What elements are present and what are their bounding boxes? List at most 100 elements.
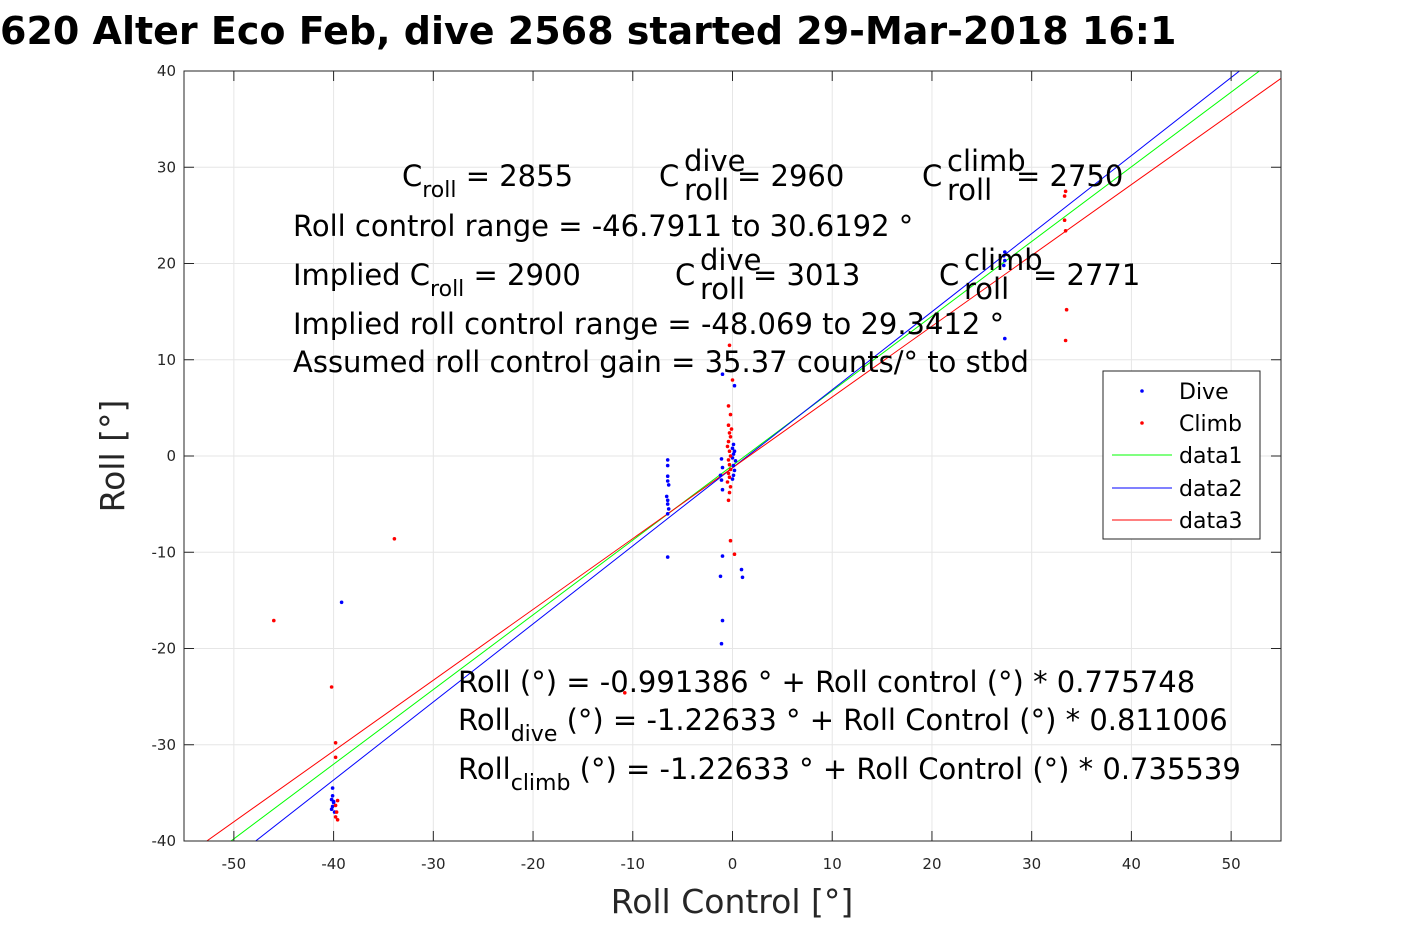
x-tick-label: -50 — [222, 855, 247, 873]
annotation-roll-control-gain: Assumed roll control gain = 35.37 counts… — [293, 345, 1029, 379]
x-tick-label: 10 — [823, 855, 842, 873]
point-dive — [719, 457, 724, 461]
series-line-data3 — [205, 77, 1281, 841]
point-dive — [665, 474, 670, 479]
x-tick-label: 30 — [1022, 855, 1041, 873]
point-climb — [726, 423, 731, 428]
point-dive — [740, 575, 745, 580]
point-climb — [725, 444, 730, 449]
point-dive — [1002, 263, 1006, 268]
annotation-c-dive-label: C — [659, 159, 679, 193]
point-dive — [665, 555, 670, 559]
annotation-implied-c-climb-value: = 2771 — [1033, 258, 1140, 292]
point-dive — [733, 459, 738, 463]
annotation-implied-c-dive-label: C — [675, 258, 695, 292]
point-dive — [1003, 258, 1007, 263]
point-climb — [1063, 189, 1068, 194]
legend-marker-climb — [1140, 421, 1144, 425]
point-climb — [1063, 338, 1068, 343]
point-climb — [726, 498, 731, 503]
point-dive — [665, 498, 670, 503]
point-dive — [720, 372, 725, 377]
point-climb — [329, 685, 334, 689]
x-tick-label: -40 — [321, 855, 346, 873]
legend-label-data1: data1 — [1179, 444, 1243, 469]
ticks: -50 -40 -30 -20 -10 0 10 20 30 40 50 -40 -30 -20 -10 0 1… — [152, 62, 1281, 873]
point-dive — [330, 804, 335, 809]
point-dive — [720, 554, 725, 558]
annotation-implied-c-climb-label: C — [939, 258, 959, 292]
annotation-c-dive-sup: dive — [684, 144, 745, 178]
point-dive — [339, 600, 344, 605]
point-climb — [729, 427, 734, 431]
point-climb — [726, 458, 731, 462]
point-climb — [727, 431, 732, 435]
point-climb — [272, 618, 276, 623]
x-tick-label: -30 — [421, 855, 446, 873]
x-tick-label: -20 — [521, 855, 546, 873]
x-tick-label: 40 — [1122, 855, 1141, 873]
y-tick-label: 40 — [157, 62, 176, 80]
point-dive — [732, 449, 737, 454]
point-dive — [719, 641, 724, 646]
data-points — [272, 189, 1069, 822]
point-dive — [1003, 336, 1007, 341]
point-climb — [732, 552, 737, 556]
y-tick-label: -20 — [152, 640, 177, 658]
point-dive — [665, 479, 670, 483]
point-climb — [335, 818, 340, 822]
point-dive — [720, 487, 725, 492]
x-tick-label: 50 — [1222, 855, 1241, 873]
annotation-implied-c-roll: Implied Croll = 2900 — [293, 258, 581, 302]
point-climb — [726, 439, 731, 444]
x-tick-label: 0 — [728, 855, 738, 873]
annotation-roll-control-range: Roll control range = -46.7911 to 30.6192… — [293, 209, 913, 243]
x-tick-label: 20 — [922, 855, 941, 873]
point-climb — [727, 475, 732, 480]
y-tick-label: 20 — [157, 255, 176, 273]
point-dive — [330, 786, 335, 790]
x-tick-label: -10 — [621, 855, 646, 873]
point-dive — [731, 442, 736, 447]
point-dive — [731, 473, 736, 478]
point-dive — [720, 465, 725, 470]
annotation-implied-c-dive-sub: roll — [700, 272, 745, 306]
point-dive — [666, 483, 671, 487]
annotation-c-dive-value: = 2960 — [737, 159, 844, 193]
point-climb — [728, 412, 733, 417]
point-climb — [1064, 307, 1069, 312]
point-climb — [728, 435, 733, 439]
legend-label-data2: data2 — [1179, 477, 1243, 502]
point-dive — [1002, 254, 1006, 258]
point-dive — [718, 473, 723, 478]
point-climb — [333, 755, 338, 760]
point-dive — [732, 468, 737, 473]
point-dive — [330, 794, 335, 798]
annotation-implied-c-climb-sup: climb — [964, 243, 1043, 277]
point-dive — [665, 463, 670, 468]
annotation-fit-roll-dive: Rolldive (°) = -1.22633 ° + Roll Control… — [458, 703, 1228, 747]
point-dive — [731, 452, 736, 456]
point-climb — [333, 803, 338, 808]
point-dive — [664, 494, 669, 499]
point-climb — [334, 810, 339, 814]
point-climb — [1062, 218, 1067, 222]
legend: Dive Climb data1 data2 data3 — [1102, 370, 1261, 540]
annotation-implied-c-climb-sub: roll — [964, 272, 1009, 306]
point-dive — [666, 507, 671, 511]
point-climb — [728, 485, 733, 489]
point-climb — [726, 471, 731, 476]
y-tick-label: 0 — [166, 447, 176, 465]
point-climb — [727, 449, 732, 454]
annotation-c-dive-sub: roll — [684, 173, 729, 207]
point-dive — [331, 799, 336, 804]
annotation-c-climb-sub: roll — [947, 173, 992, 207]
point-dive — [329, 807, 334, 811]
point-dive — [720, 618, 725, 623]
point-dive — [1003, 250, 1007, 254]
point-climb — [730, 378, 735, 382]
point-climb — [333, 815, 338, 819]
annotation-c-climb-value: = 2750 — [1016, 159, 1123, 193]
legend-marker-dive — [1140, 389, 1144, 393]
point-climb — [728, 538, 733, 543]
